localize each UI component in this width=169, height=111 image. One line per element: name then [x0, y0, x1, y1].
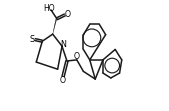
- Text: O: O: [74, 52, 80, 61]
- Text: O: O: [64, 10, 70, 19]
- Text: O: O: [59, 76, 65, 85]
- Text: N: N: [60, 40, 66, 49]
- Polygon shape: [53, 17, 57, 34]
- Text: HO: HO: [43, 4, 55, 13]
- Text: S: S: [30, 35, 35, 44]
